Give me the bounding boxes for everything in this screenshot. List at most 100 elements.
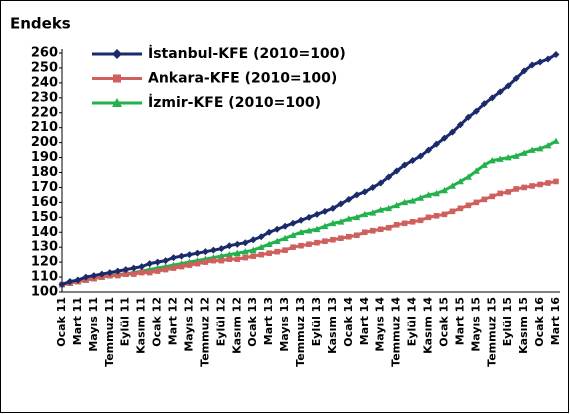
data-point [321,222,329,230]
data-point [337,200,345,208]
data-point [520,67,528,75]
data-point [369,209,377,216]
data-point [361,229,368,236]
data-point [305,213,313,221]
legend-marker [112,98,122,107]
data-point [290,244,296,250]
data-point [472,167,480,174]
x-tick-label: Ocak 16 [533,297,546,347]
data-point [66,278,74,286]
legend-marker [113,74,121,83]
data-point [512,74,520,82]
data-point [217,252,225,259]
data-point [170,265,177,271]
data-point [178,263,185,270]
data-point [185,251,193,259]
data-point [82,273,90,281]
y-tick-label: 200 [31,135,58,150]
data-point [377,206,385,213]
x-tick-label: Eylül 14 [406,297,419,347]
data-point [537,181,543,188]
data-point [233,240,241,248]
data-point [281,234,289,242]
data-point [209,246,217,254]
data-point [178,252,186,260]
y-tick-label: 100 [31,285,58,300]
data-point [289,231,297,239]
data-point [225,251,233,258]
x-tick-label: Ocak 13 [246,297,259,347]
data-point [417,194,425,201]
data-point [233,249,241,256]
data-point [122,266,130,274]
data-point [433,213,440,219]
data-point [257,243,265,250]
x-tick-label: Eylül 12 [214,297,227,346]
data-point [552,137,560,144]
data-point [345,195,353,203]
data-point [456,177,464,185]
chart-title: Endeks [10,15,71,33]
y-tick-label: 230 [31,90,58,105]
data-point [154,268,161,274]
data-point [338,235,344,242]
data-point [114,267,122,275]
x-tick-label: Mart 16 [549,297,562,346]
data-point [536,145,544,152]
data-point [457,205,464,212]
data-point [528,61,536,69]
data-point [353,213,361,221]
data-point [552,50,560,58]
y-tick-label: 210 [31,120,58,135]
x-tick-label: Temmuz 14 [390,297,403,367]
data-point [385,173,393,181]
x-tick-label: Mayıs 11 [87,297,100,352]
data-point [473,199,480,206]
x-tick-label: Kasım 13 [326,297,339,354]
y-tick-label: 170 [31,180,58,195]
data-point [464,173,472,180]
y-tick-label: 150 [31,210,58,225]
data-point [154,258,162,266]
x-tick-label: Eylül 11 [119,297,132,346]
data-point [377,226,384,233]
data-point [98,270,106,278]
x-tick-label: Mart 14 [358,297,371,346]
data-point [520,149,528,156]
data-point [265,228,273,236]
x-tick-label: Kasım 15 [517,297,530,354]
data-point [337,218,345,225]
data-point [193,249,201,257]
data-point [242,254,249,261]
data-point [298,242,304,249]
data-point [545,180,551,186]
data-point [217,245,225,253]
data-point [274,248,280,255]
x-tick-label: Mayıs 13 [278,297,291,352]
data-point [361,188,369,196]
data-point [249,236,257,244]
data-point [266,250,272,256]
data-point [329,219,337,227]
data-point [201,248,209,256]
data-point [472,107,480,115]
data-point [369,227,376,234]
data-point [425,191,433,198]
data-point [170,254,178,262]
data-point [504,154,512,161]
data-point [265,240,273,247]
x-tick-label: Kasım 12 [230,297,243,354]
data-point [489,193,496,200]
data-point [162,257,170,265]
data-point [385,204,393,212]
data-point [273,237,281,245]
data-point [130,264,138,272]
x-tick-label: Mart 13 [262,297,275,345]
data-point [480,161,488,168]
data-point [465,202,472,209]
data-point [90,272,98,280]
data-point [345,215,353,222]
data-point [480,100,488,108]
